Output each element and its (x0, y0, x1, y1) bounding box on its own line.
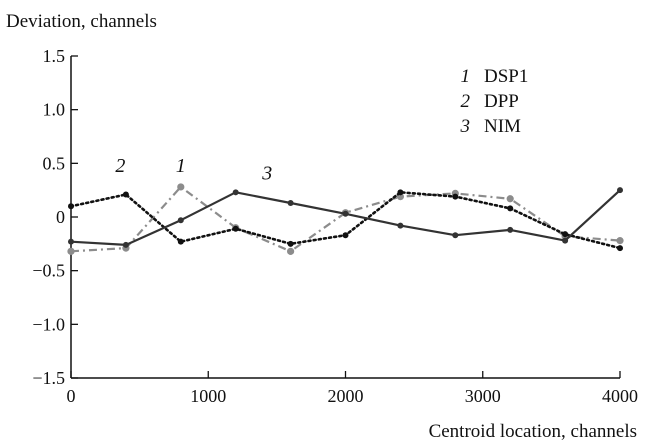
legend-number: 1 (461, 66, 471, 87)
data-point (397, 222, 404, 229)
series-line (70, 185, 621, 253)
data-point (562, 237, 569, 244)
series-line (69, 191, 622, 250)
data-point (342, 232, 349, 239)
data-point (177, 238, 184, 245)
legend-number: 3 (460, 116, 471, 137)
legend-number: 2 (461, 91, 471, 112)
data-point (617, 187, 623, 194)
x-tick-label: 4000 (602, 386, 638, 406)
data-point (287, 247, 295, 255)
legend-label: DSP1 (484, 66, 528, 87)
data-point (287, 200, 294, 207)
x-axis-label: Centroid location, channels (429, 421, 637, 442)
data-point (397, 189, 404, 196)
data-point (177, 217, 184, 224)
series-dsp1 (67, 183, 624, 255)
y-tick-label: −1.5 (32, 368, 65, 388)
data-point (506, 195, 514, 203)
x-tick-label: 0 (67, 386, 76, 406)
data-point (232, 225, 239, 232)
data-point (177, 183, 185, 191)
data-point (122, 241, 129, 248)
data-point (68, 203, 74, 210)
series-dpp (68, 189, 623, 252)
data-point (287, 240, 294, 247)
series-layer (67, 183, 624, 255)
legend-label: NIM (484, 116, 521, 137)
curve-number-label: 1 (176, 155, 186, 177)
y-tick-label: 1.0 (43, 100, 66, 120)
data-point (122, 191, 129, 198)
curve-number-label: 2 (115, 155, 125, 177)
y-axis-label: Deviation, channels (6, 11, 157, 32)
y-tick-label: −1.0 (32, 314, 65, 334)
legend: 1 DSP1 2 DPP 3 NIM (460, 66, 529, 137)
annotations: 2 1 3 (115, 155, 272, 185)
data-point (452, 232, 459, 239)
y-tick-label: 1.5 (43, 46, 66, 66)
data-point (232, 189, 239, 196)
curve-number-label: 3 (261, 162, 272, 184)
data-point (67, 247, 75, 255)
data-point (452, 193, 459, 200)
axes: −1.5 −1.0 −0.5 0 0.5 1.0 1.5 0 1000 2000 3000 4000 (32, 46, 638, 406)
data-point (507, 226, 514, 233)
data-point (562, 231, 569, 238)
y-tick-label: 0.5 (43, 153, 66, 173)
y-tick-label: 0 (56, 207, 65, 227)
y-tick-label: −0.5 (32, 261, 65, 281)
x-tick-label: 2000 (328, 386, 364, 406)
x-tick-label: 3000 (465, 386, 501, 406)
x-tick-label: 1000 (190, 386, 226, 406)
data-point (342, 210, 349, 217)
legend-label: DPP (484, 91, 519, 112)
data-point (616, 237, 624, 245)
series-nim (68, 187, 623, 248)
data-point (617, 245, 623, 252)
data-point (68, 238, 74, 245)
data-point (507, 205, 514, 212)
